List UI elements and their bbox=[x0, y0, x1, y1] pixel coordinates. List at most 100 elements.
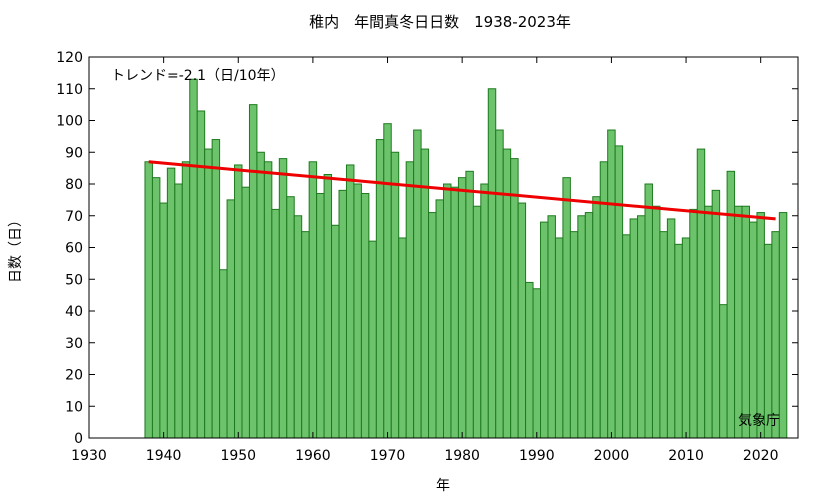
bar bbox=[547, 215, 556, 439]
bar bbox=[472, 205, 482, 439]
y-tick-label: 0 bbox=[74, 431, 83, 447]
bar bbox=[166, 167, 176, 439]
bar bbox=[532, 288, 542, 439]
y-tick-label: 40 bbox=[65, 304, 83, 320]
bar bbox=[689, 208, 698, 439]
bar bbox=[413, 129, 422, 439]
bar-series bbox=[144, 78, 788, 439]
bar bbox=[234, 164, 243, 439]
bar bbox=[204, 148, 213, 439]
bar bbox=[771, 231, 780, 439]
bar bbox=[584, 212, 594, 439]
y-tick-label: 50 bbox=[65, 272, 83, 288]
trend-line bbox=[148, 160, 776, 221]
y-tick-label: 80 bbox=[65, 177, 83, 193]
y-tick-label: 70 bbox=[65, 209, 83, 225]
bar bbox=[435, 199, 445, 439]
bar bbox=[271, 208, 280, 439]
bar bbox=[450, 186, 459, 439]
bar bbox=[487, 88, 497, 439]
bar bbox=[420, 148, 430, 439]
bar bbox=[226, 199, 236, 439]
bar bbox=[248, 104, 258, 439]
y-tick-label: 20 bbox=[65, 368, 83, 384]
bar bbox=[763, 243, 773, 439]
bar bbox=[174, 183, 183, 439]
bar bbox=[502, 148, 512, 439]
bar bbox=[241, 186, 250, 439]
bar bbox=[756, 212, 765, 439]
bar bbox=[293, 215, 303, 439]
bar bbox=[577, 215, 586, 439]
bar bbox=[651, 205, 661, 439]
bar bbox=[614, 145, 624, 439]
bar bbox=[181, 161, 191, 439]
y-tick-label: 10 bbox=[65, 399, 83, 415]
bar bbox=[540, 221, 549, 439]
bar bbox=[778, 212, 788, 439]
bar bbox=[659, 231, 668, 439]
x-tick-label: 1960 bbox=[295, 448, 331, 464]
bar bbox=[360, 193, 370, 439]
bar bbox=[211, 139, 221, 439]
bar bbox=[308, 161, 318, 439]
x-tick-label: 2020 bbox=[743, 448, 779, 464]
x-tick-label: 1930 bbox=[71, 448, 107, 464]
bar bbox=[398, 237, 407, 439]
bar bbox=[338, 189, 347, 439]
y-tick-label: 60 bbox=[65, 241, 83, 257]
bar bbox=[383, 123, 392, 439]
y-axis-label: 日数（日） bbox=[8, 213, 24, 283]
bar bbox=[562, 177, 571, 439]
bar bbox=[637, 215, 646, 439]
chart-title: 稚内 年間真冬日日数 1938-2023年 bbox=[309, 13, 571, 31]
bar bbox=[323, 173, 333, 439]
bar bbox=[465, 170, 474, 439]
bar bbox=[390, 151, 400, 439]
bar bbox=[734, 205, 743, 439]
bar bbox=[368, 240, 377, 439]
bar bbox=[674, 243, 683, 439]
bar bbox=[607, 129, 616, 439]
bar bbox=[353, 183, 362, 439]
y-tick-label: 120 bbox=[56, 50, 83, 66]
bar bbox=[592, 196, 601, 439]
x-axis-label: 年 bbox=[436, 478, 450, 494]
bar bbox=[301, 231, 310, 439]
bar bbox=[189, 78, 198, 439]
bar bbox=[151, 177, 161, 439]
x-tick-label: 2010 bbox=[668, 448, 704, 464]
bar bbox=[741, 205, 750, 439]
bar bbox=[428, 212, 437, 439]
x-tick-label: 1970 bbox=[370, 448, 406, 464]
x-tick-label: 1990 bbox=[519, 448, 555, 464]
bar bbox=[525, 281, 534, 439]
bar bbox=[278, 158, 288, 439]
source-label: 気象庁 bbox=[738, 413, 780, 429]
x-tick-label: 1940 bbox=[146, 448, 182, 464]
bar bbox=[345, 164, 355, 439]
bar bbox=[711, 189, 721, 439]
bar bbox=[704, 205, 713, 439]
bar bbox=[443, 183, 452, 439]
bar bbox=[666, 218, 676, 439]
bar bbox=[196, 110, 206, 439]
bar bbox=[719, 304, 728, 439]
bar bbox=[286, 196, 295, 439]
bar bbox=[144, 161, 153, 439]
bar bbox=[480, 183, 489, 439]
bar bbox=[644, 183, 653, 439]
x-tick-label: 1950 bbox=[220, 448, 256, 464]
bar bbox=[219, 269, 228, 439]
bar bbox=[554, 237, 564, 439]
y-tick-label: 100 bbox=[56, 114, 83, 130]
bar bbox=[569, 231, 579, 439]
x-tick-label: 1980 bbox=[444, 448, 480, 464]
y-tick-label: 90 bbox=[65, 145, 83, 161]
bar bbox=[263, 161, 273, 439]
bar bbox=[457, 177, 467, 439]
bar bbox=[510, 158, 519, 439]
bar bbox=[748, 221, 758, 439]
bar bbox=[159, 202, 168, 439]
x-tick-label: 2000 bbox=[594, 448, 630, 464]
